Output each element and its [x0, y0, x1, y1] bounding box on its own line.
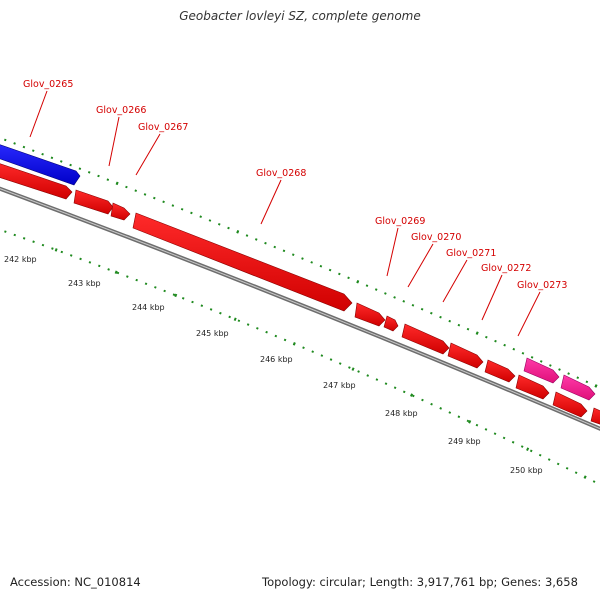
scale-label: 246 kbp [260, 355, 293, 364]
gene-red-11[interactable] [552, 391, 588, 418]
scale-label: 244 kbp [132, 303, 165, 312]
lower-dotted-track [0, 228, 600, 486]
gene-label: Glov_0269 [375, 216, 425, 227]
leader-glov-0273 [517, 291, 541, 337]
leader-glov-0269 [386, 227, 399, 277]
genome-title: Geobacter lovleyi SZ, complete genome [179, 9, 421, 23]
gene-pink-2[interactable] [560, 374, 596, 401]
gene-labels: Glov_0265 Glov_0266 Glov_0267 Glov_0268 … [23, 79, 567, 291]
gene-glov-0271[interactable] [401, 323, 450, 355]
genome-summary-text: Topology: circular; Length: 3,917,761 bp… [262, 575, 578, 589]
gene-label: Glov_0268 [256, 168, 306, 179]
gene-label: Glov_0265 [23, 79, 73, 90]
gene-glov-0266[interactable] [73, 189, 114, 215]
gene-pink-1[interactable] [523, 357, 560, 384]
gene-glov-0272[interactable] [447, 342, 484, 369]
gene-leader-lines [29, 90, 541, 337]
leader-glov-0270 [407, 243, 434, 288]
gene-glov-0273[interactable] [484, 359, 516, 383]
gene-label: Glov_0266 [96, 105, 146, 116]
gene-glov-0267[interactable] [110, 202, 131, 221]
scale-label: 250 kbp [510, 466, 543, 475]
leader-glov-0272 [481, 274, 503, 321]
leader-glov-0265 [29, 90, 48, 138]
leader-glov-0268 [260, 179, 282, 225]
scale-label: 242 kbp [4, 255, 37, 264]
gene-glov-0270[interactable] [383, 315, 399, 332]
gene-label: Glov_0271 [446, 248, 496, 259]
scale-label: 248 kbp [385, 409, 418, 418]
feature-track [0, 143, 600, 426]
scale-label: 249 kbp [448, 437, 481, 446]
leader-glov-0267 [135, 133, 161, 176]
gene-label: Glov_0267 [138, 122, 188, 133]
leader-glov-0271 [442, 259, 468, 303]
accession-text: Accession: NC_010814 [10, 575, 141, 589]
scale-label: 243 kbp [68, 279, 101, 288]
gene-label: Glov_0272 [481, 263, 531, 274]
gene-glov-0265[interactable] [0, 143, 81, 186]
backbone-highlight [0, 188, 600, 430]
gene-label: Glov_0270 [411, 232, 461, 243]
scale-label: 247 kbp [323, 381, 356, 390]
gene-red-0[interactable] [0, 162, 73, 200]
gene-glov-0268[interactable] [132, 212, 353, 312]
scale-label: 245 kbp [196, 329, 229, 338]
gene-label: Glov_0273 [517, 280, 567, 291]
gene-red-10[interactable] [515, 374, 550, 400]
leader-glov-0266 [108, 116, 120, 167]
scale-labels: 242 kbp 243 kbp 244 kbp 245 kbp 246 kbp … [4, 255, 543, 475]
gene-red-12[interactable] [590, 407, 600, 426]
gene-glov-0269[interactable] [354, 302, 386, 327]
